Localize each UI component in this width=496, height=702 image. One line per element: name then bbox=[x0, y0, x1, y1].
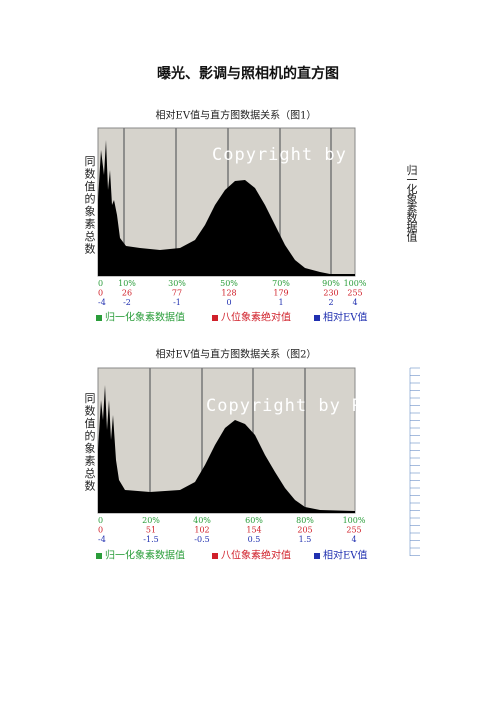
normalized-label: 100% bbox=[343, 516, 366, 525]
y-label-char: 的 bbox=[85, 429, 96, 443]
absolute-label: 102 bbox=[194, 526, 209, 535]
y-label-char: 同 bbox=[85, 392, 96, 405]
ev-label: -4 bbox=[98, 535, 106, 544]
normalized-label: 0 bbox=[98, 279, 103, 288]
side-table bbox=[409, 367, 420, 556]
legend-label: 八位象素绝对值 bbox=[221, 311, 291, 324]
watermark: Copyright by Rive bbox=[212, 145, 403, 165]
legend-label: 归一化象素数据值 bbox=[105, 311, 185, 324]
absolute-label: 230 bbox=[323, 289, 338, 298]
y-label-char: 同 bbox=[85, 155, 96, 168]
legend-label: 相对EV值 bbox=[323, 311, 368, 324]
absolute-label: 77 bbox=[172, 289, 182, 298]
ev-label: 2 bbox=[328, 298, 333, 307]
legend-swatch bbox=[314, 553, 320, 559]
normalized-label: 70% bbox=[272, 279, 290, 288]
ev-label: -1 bbox=[173, 298, 181, 307]
y-label-char: 数 bbox=[85, 168, 96, 181]
absolute-label: 205 bbox=[297, 526, 312, 535]
y-label-char: 数 bbox=[85, 480, 96, 493]
legend-label: 八位象素绝对值 bbox=[221, 549, 291, 562]
normalized-label: 10% bbox=[118, 279, 136, 288]
absolute-label: 26 bbox=[122, 289, 132, 298]
y-label-char: 象 bbox=[85, 205, 96, 218]
ev-label: 1.5 bbox=[299, 535, 312, 544]
legend-swatch bbox=[96, 553, 102, 559]
absolute-label: 255 bbox=[346, 526, 361, 535]
y-label-char: 素 bbox=[85, 455, 96, 468]
absolute-label: 0 bbox=[98, 526, 103, 535]
ev-label: 4 bbox=[351, 535, 356, 544]
watermark: Copyright by Rive bbox=[206, 396, 397, 416]
ev-label: -2 bbox=[123, 298, 131, 307]
figure-caption: 相对EV值与直方图数据关系（图1） bbox=[156, 109, 317, 122]
y-label-char: 值 bbox=[85, 180, 96, 193]
normalized-label: 20% bbox=[142, 516, 160, 525]
absolute-label: 128 bbox=[221, 289, 236, 298]
legend-swatch bbox=[212, 553, 218, 559]
histogram bbox=[98, 140, 355, 276]
histogram bbox=[98, 385, 355, 513]
y-label-char: 化 bbox=[407, 182, 418, 196]
ev-label: -0.5 bbox=[194, 535, 209, 544]
ev-label: 0.5 bbox=[248, 535, 261, 544]
normalized-label: 80% bbox=[296, 516, 314, 525]
absolute-label: 179 bbox=[273, 289, 288, 298]
legend-swatch bbox=[96, 315, 102, 321]
absolute-label: 255 bbox=[347, 289, 362, 298]
absolute-label: 154 bbox=[246, 526, 261, 535]
page-title: 曝光、影调与照相机的直方图 bbox=[157, 65, 339, 82]
ev-label: -4 bbox=[98, 298, 106, 307]
y-label-char: 象 bbox=[407, 193, 418, 206]
y-label-char: 数 bbox=[85, 405, 96, 418]
y-label-char: 素 bbox=[85, 218, 96, 231]
normalized-label: 90% bbox=[322, 279, 340, 288]
legend-swatch bbox=[212, 315, 218, 321]
absolute-label: 0 bbox=[98, 289, 103, 298]
figure-caption: 相对EV值与直方图数据关系（图2） bbox=[156, 348, 317, 361]
normalized-label: 30% bbox=[168, 279, 186, 288]
legend-label: 归一化象素数据值 bbox=[105, 549, 185, 562]
normalized-label: 60% bbox=[245, 516, 263, 525]
y-label-char: 一 bbox=[407, 174, 418, 187]
legend-label: 相对EV值 bbox=[323, 549, 368, 562]
normalized-label: 40% bbox=[193, 516, 211, 525]
ev-label: -1.5 bbox=[143, 535, 158, 544]
ev-label: 1 bbox=[278, 298, 283, 307]
ev-label: 0 bbox=[226, 298, 231, 307]
normalized-label: 0 bbox=[98, 516, 103, 525]
y-label-char: 总 bbox=[85, 466, 96, 480]
y-label-char: 总 bbox=[85, 229, 96, 243]
y-label-char: 象 bbox=[85, 442, 96, 455]
y-label-char: 数 bbox=[85, 243, 96, 256]
y-label-char: 值 bbox=[407, 231, 418, 244]
y-label-char: 的 bbox=[85, 192, 96, 206]
legend-swatch bbox=[314, 315, 320, 321]
y-label-char: 数 bbox=[407, 212, 418, 225]
absolute-label: 51 bbox=[146, 526, 156, 535]
normalized-label: 100% bbox=[344, 279, 367, 288]
side-note: 归一化象素数据值 bbox=[407, 163, 418, 244]
ev-label: 4 bbox=[352, 298, 357, 307]
y-label-char: 素 bbox=[407, 202, 418, 215]
normalized-label: 50% bbox=[220, 279, 238, 288]
y-label-char: 归 bbox=[407, 163, 418, 177]
y-label-char: 值 bbox=[85, 417, 96, 430]
y-label-char: 据 bbox=[407, 220, 418, 234]
